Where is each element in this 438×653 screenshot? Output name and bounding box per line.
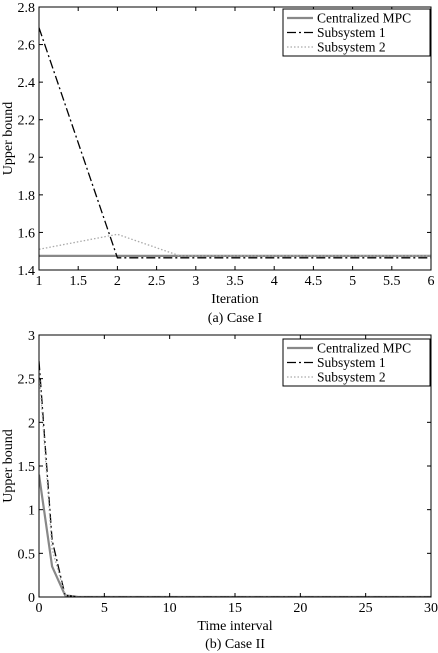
chart2-x-tick-label: 30 xyxy=(424,601,438,616)
chart2-y-axis-label: Upper bound xyxy=(1,429,16,503)
chart1-legend-label-3: Subsystem 2 xyxy=(317,40,386,55)
chart1-x-tick-label: 5 xyxy=(349,274,356,289)
chart2-y-tick-label: 0 xyxy=(28,591,35,606)
chart2-series-line-3 xyxy=(39,369,431,597)
chart1-y-tick-label: 1.4 xyxy=(18,264,36,279)
chart2-y-tick-label: 1.5 xyxy=(18,460,36,475)
chart2-y-tick-label: 2 xyxy=(28,416,35,431)
chart1-x-tick-label: 4 xyxy=(271,274,278,289)
chart1-caption: (a) Case I xyxy=(208,311,263,326)
chart1-x-tick-label: 2 xyxy=(114,274,121,289)
chart1-x-tick-label: 1.5 xyxy=(69,274,87,289)
chart1-x-tick-label: 6 xyxy=(428,274,435,289)
chart1-series-line-3 xyxy=(39,233,431,257)
chart1-x-tick-label: 1 xyxy=(36,274,43,289)
chart2-caption: (b) Case II xyxy=(205,637,265,652)
chart2-x-tick-label: 15 xyxy=(228,601,242,616)
chart2-y-tick-label: 3 xyxy=(28,329,35,344)
chart2-x-tick-label: 5 xyxy=(101,601,108,616)
chart1-y-tick-label: 2 xyxy=(28,151,35,166)
chart1-x-tick-label: 4.5 xyxy=(305,274,323,289)
chart2-x-axis-label: Time interval xyxy=(197,619,272,634)
chart1-x-tick-label: 3 xyxy=(192,274,199,289)
chart2-x-tick-label: 20 xyxy=(293,601,307,616)
chart1-legend-label-1: Centralized MPC xyxy=(317,11,411,26)
chart2-y-tick-label: 1 xyxy=(28,504,35,519)
chart1-legend-label-2: Subsystem 1 xyxy=(317,25,386,40)
chart2-series-line-2 xyxy=(39,361,431,597)
chart2-legend-label-3: Subsystem 2 xyxy=(317,370,386,385)
chart1-y-tick-label: 1.6 xyxy=(18,226,36,241)
chart1-y-tick-label: 2.4 xyxy=(18,76,36,91)
chart1-x-tick-label: 2.5 xyxy=(148,274,166,289)
chart2-x-tick-label: 0 xyxy=(36,601,43,616)
chart2-y-tick-label: 2.5 xyxy=(18,373,36,388)
chart1-x-tick-label: 5.5 xyxy=(383,274,401,289)
chart2-series-line-1 xyxy=(39,474,431,597)
chart1-series-line-2 xyxy=(39,27,431,259)
chart1-x-axis-label: Iteration xyxy=(211,292,258,307)
chart1-y-axis-label: Upper bound xyxy=(1,102,16,176)
chart1-y-tick-label: 1.8 xyxy=(18,189,36,204)
chart2-x-tick-label: 25 xyxy=(359,601,373,616)
chart1-x-tick-label: 3.5 xyxy=(226,274,244,289)
chart1-y-tick-label: 2.6 xyxy=(18,39,36,54)
chart2-legend-label-2: Subsystem 1 xyxy=(317,355,386,370)
chart2-legend-label-1: Centralized MPC xyxy=(317,341,411,356)
chart1-y-tick-label: 2.2 xyxy=(18,114,36,129)
chart2-y-tick-label: 0.5 xyxy=(18,547,36,562)
chart2-x-tick-label: 10 xyxy=(163,601,177,616)
chart1-y-tick-label: 2.8 xyxy=(18,1,36,16)
